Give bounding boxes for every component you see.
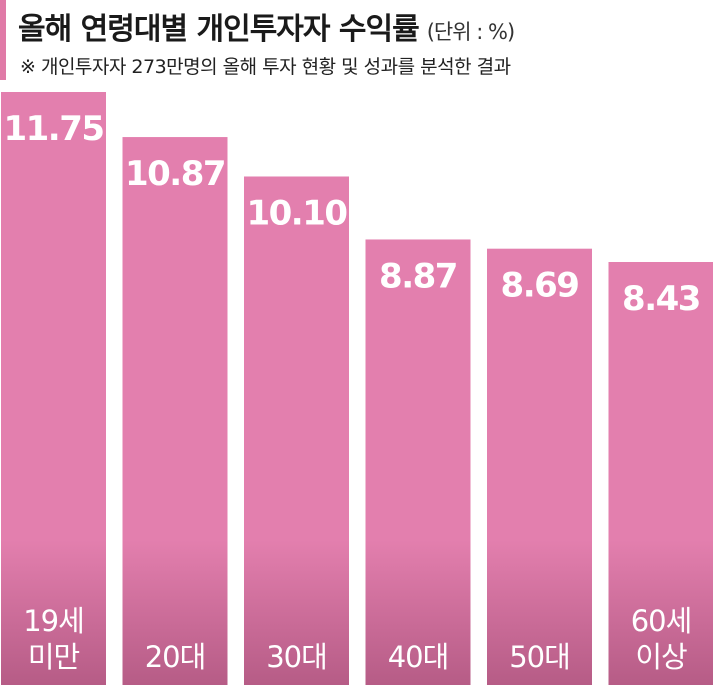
- category-label: 20대: [145, 640, 206, 674]
- category-label: 50대: [509, 640, 570, 674]
- category-label: 미만: [28, 640, 80, 674]
- bar-value-label: 8.69: [501, 266, 579, 306]
- category-label: 30대: [266, 640, 327, 674]
- bar-4: [487, 248, 592, 685]
- bar-value-label: 8.43: [622, 279, 700, 319]
- bar-2: [244, 176, 349, 685]
- bar-5: [608, 262, 713, 685]
- bar-value-label: 10.10: [246, 193, 347, 233]
- title-accent-bar: [0, 0, 6, 80]
- chart-title: 올해 연령대별 개인투자자 수익률 (단위 : %): [18, 4, 515, 48]
- category-label: 이상: [635, 640, 687, 674]
- unit-label: (단위 : %): [426, 20, 515, 44]
- bar-value-label: 8.87: [379, 256, 457, 296]
- category-label: 40대: [388, 640, 449, 674]
- chart-title-text: 올해 연령대별 개인투자자 수익률: [18, 12, 420, 47]
- category-label: 19세: [23, 604, 84, 638]
- bar-value-label: 10.87: [125, 154, 225, 194]
- category-label: 60세: [631, 604, 692, 638]
- bar-0: [1, 92, 106, 685]
- chart-note: ※ 개인투자자 273만명의 올해 투자 현황 및 성과를 분석한 결과: [20, 56, 511, 78]
- bar-value-label: 11.75: [3, 109, 103, 149]
- bar-1: [122, 137, 228, 685]
- bar-3: [365, 239, 471, 685]
